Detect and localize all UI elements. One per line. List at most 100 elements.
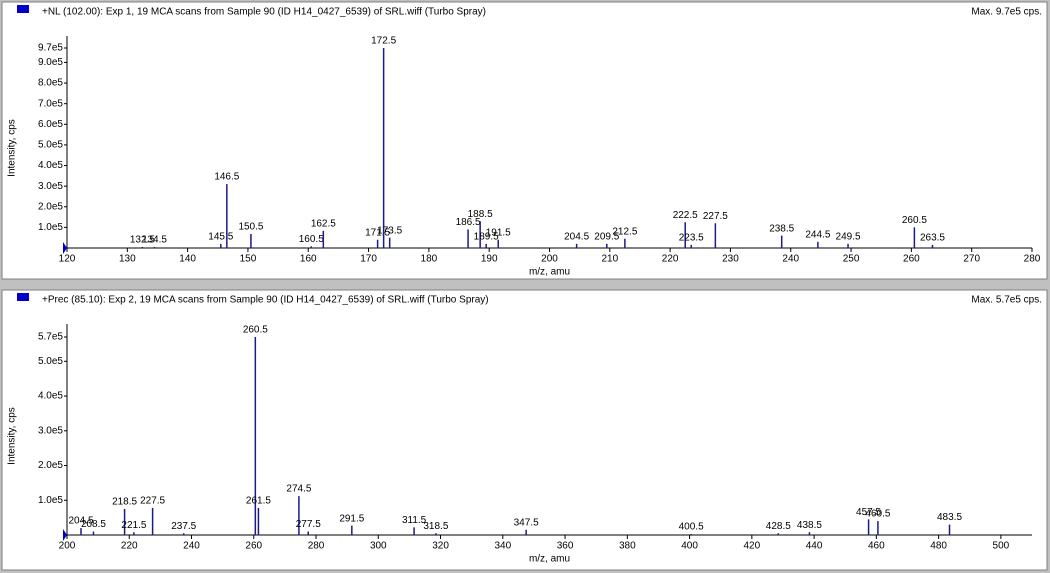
x-tick-label: 260 <box>245 541 262 552</box>
x-tick-label: 200 <box>59 541 76 552</box>
y-tick-label: 2.0e5 <box>38 201 63 212</box>
y-tick-label: 9.7e5 <box>38 43 63 54</box>
peak-label: 145.5 <box>208 232 233 243</box>
max-annotation: Max. 9.7e5 cps. <box>971 7 1042 18</box>
x-tick-label: 400 <box>681 541 698 552</box>
x-tick-label: 270 <box>963 254 980 265</box>
x-tick-label: 500 <box>993 541 1010 552</box>
x-tick-label: 180 <box>421 254 438 265</box>
y-tick-label: 4.0e5 <box>38 391 63 402</box>
x-tick-label: 340 <box>494 541 511 552</box>
y-tick-label: 4.0e5 <box>38 160 63 171</box>
x-tick-label: 260 <box>903 254 920 265</box>
peak-label: 223.5 <box>679 233 704 244</box>
peak-label: 132.5 <box>130 235 155 246</box>
peak-label: 457.5 <box>856 507 881 518</box>
y-tick-label: 5.0e5 <box>38 356 63 367</box>
x-tick-label: 480 <box>930 541 947 552</box>
x-tick-label: 200 <box>541 254 558 265</box>
x-tick-label: 120 <box>59 254 76 265</box>
peak-label: 134.5 <box>142 235 167 246</box>
panel-title: +Prec (85.10): Exp 2, 19 MCA scans from … <box>42 295 489 306</box>
x-tick-label: 240 <box>782 254 799 265</box>
x-tick-label: 140 <box>179 254 196 265</box>
peak-label: 260.5 <box>243 325 268 336</box>
peak-label: 188.5 <box>468 209 493 220</box>
max-annotation: Max. 5.7e5 cps. <box>971 295 1042 306</box>
peak-label: 221.5 <box>121 520 146 531</box>
origin-marker <box>63 529 67 541</box>
peak-label: 191.5 <box>486 227 511 238</box>
peak-label: 311.5 <box>402 515 427 526</box>
panel-icon[interactable] <box>17 5 29 13</box>
panel-2 <box>1 289 1048 571</box>
y-axis-label: Intensity, cps <box>7 407 18 465</box>
peak-label: 204.5 <box>68 516 93 527</box>
peak-label: 400.5 <box>679 522 704 533</box>
x-tick-label: 440 <box>806 541 823 552</box>
peak-label: 204.5 <box>564 232 589 243</box>
peak-label: 244.5 <box>805 229 830 240</box>
peak-label: 209.5 <box>594 232 619 243</box>
x-tick-label: 280 <box>1024 254 1041 265</box>
peak-label: 274.5 <box>286 484 311 495</box>
x-tick-label: 300 <box>370 541 387 552</box>
x-tick-label: 210 <box>601 254 618 265</box>
y-tick-label: 6.0e5 <box>38 119 63 130</box>
x-tick-label: 280 <box>308 541 325 552</box>
peak-label: 218.5 <box>112 497 137 508</box>
x-tick-label: 360 <box>557 541 574 552</box>
peak-label: 162.5 <box>311 219 336 230</box>
peak-label: 160.5 <box>299 234 324 245</box>
peak-label: 212.5 <box>612 226 637 237</box>
peak-label: 227.5 <box>703 211 728 222</box>
peak-label: 171.5 <box>365 227 390 238</box>
peak-label: 222.5 <box>673 210 698 221</box>
peak-label: 318.5 <box>423 521 448 532</box>
peak-label: 263.5 <box>920 233 945 244</box>
x-tick-label: 170 <box>360 254 377 265</box>
peak-label: 173.5 <box>377 225 402 236</box>
x-tick-label: 240 <box>183 541 200 552</box>
peak-label: 238.5 <box>769 223 794 234</box>
peak-label: 208.5 <box>81 519 106 530</box>
x-tick-label: 190 <box>481 254 498 265</box>
x-tick-label: 160 <box>300 254 317 265</box>
x-tick-label: 380 <box>619 541 636 552</box>
peak-label: 428.5 <box>766 521 791 532</box>
peak-label: 189.5 <box>474 232 499 243</box>
x-tick-label: 230 <box>722 254 739 265</box>
x-axis-label: m/z, amu <box>529 267 570 278</box>
x-tick-label: 220 <box>121 541 138 552</box>
x-tick-label: 150 <box>240 254 257 265</box>
peak-label: 347.5 <box>514 517 539 528</box>
y-tick-label: 8.0e5 <box>38 78 63 89</box>
panel-1 <box>1 1 1048 280</box>
y-tick-label: 5.7e5 <box>38 332 63 343</box>
y-tick-label: 3.0e5 <box>38 425 63 436</box>
x-axis-label: m/z, amu <box>529 554 570 565</box>
peak-label: 186.5 <box>456 217 481 228</box>
peak-label: 249.5 <box>836 232 861 243</box>
y-tick-label: 9.0e5 <box>38 57 63 68</box>
peak-label: 260.5 <box>902 215 927 226</box>
panel-icon[interactable] <box>17 293 29 301</box>
peak-label: 438.5 <box>797 520 822 531</box>
x-tick-label: 220 <box>662 254 679 265</box>
y-tick-label: 1.0e5 <box>38 222 63 233</box>
y-tick-label: 1.0e5 <box>38 495 63 506</box>
y-tick-label: 3.0e5 <box>38 181 63 192</box>
x-tick-label: 130 <box>119 254 136 265</box>
origin-marker <box>63 242 67 254</box>
peak-label: 483.5 <box>937 512 962 523</box>
peak-label: 172.5 <box>371 36 396 47</box>
x-tick-label: 460 <box>868 541 885 552</box>
peak-label: 237.5 <box>171 521 196 532</box>
x-tick-label: 320 <box>432 541 449 552</box>
x-tick-label: 420 <box>743 541 760 552</box>
panel-title: +NL (102.00): Exp 1, 19 MCA scans from S… <box>42 7 486 18</box>
x-tick-label: 250 <box>843 254 860 265</box>
peak-label: 146.5 <box>214 172 239 183</box>
